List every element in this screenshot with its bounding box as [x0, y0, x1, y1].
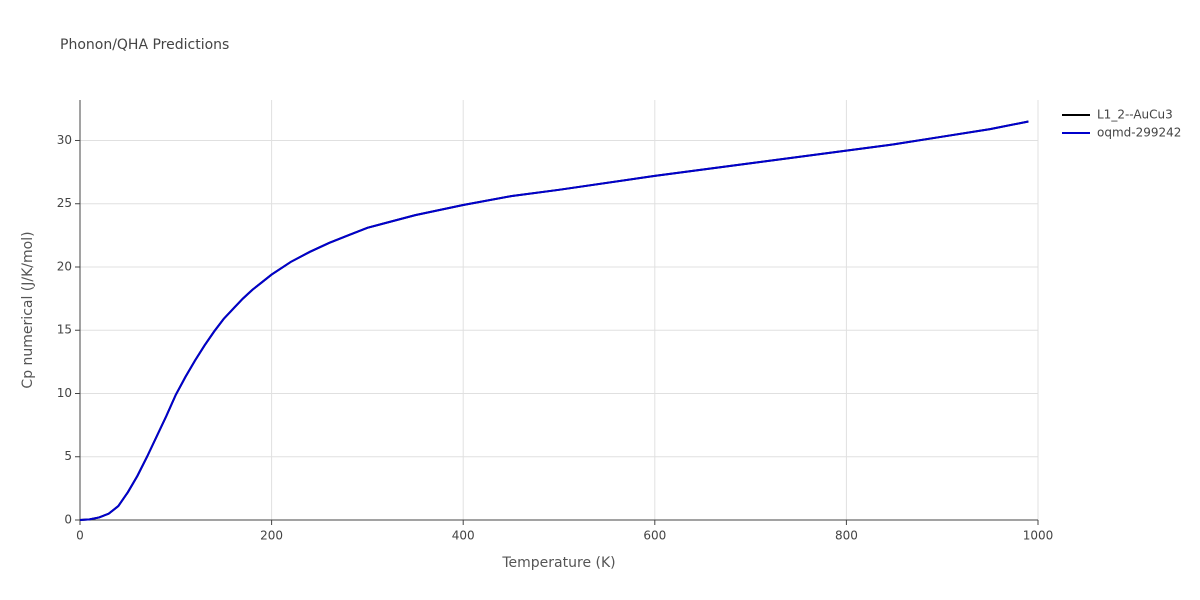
y-tick-label: 30	[57, 133, 72, 147]
legend-label: L1_2--AuCu3	[1097, 108, 1173, 122]
x-tick-label: 800	[835, 529, 858, 543]
x-tick-label: 600	[643, 529, 666, 543]
chart-title: Phonon/QHA Predictions	[60, 37, 229, 53]
y-tick-label: 20	[57, 259, 72, 273]
legend-label: oqmd-299242	[1097, 126, 1181, 140]
x-tick-label: 0	[76, 529, 84, 543]
y-tick-label: 25	[57, 196, 72, 210]
x-tick-label: 200	[260, 529, 283, 543]
x-tick-label: 400	[452, 529, 475, 543]
x-tick-label: 1000	[1023, 529, 1054, 543]
y-axis-title: Cp numerical (J/K/mol)	[20, 231, 36, 388]
x-axis-title: Temperature (K)	[501, 555, 615, 571]
series-line	[79, 120, 1029, 521]
y-tick-label: 10	[57, 386, 72, 400]
y-tick-label: 0	[64, 513, 72, 527]
y-tick-label: 15	[57, 323, 72, 337]
y-tick-label: 5	[64, 449, 72, 463]
